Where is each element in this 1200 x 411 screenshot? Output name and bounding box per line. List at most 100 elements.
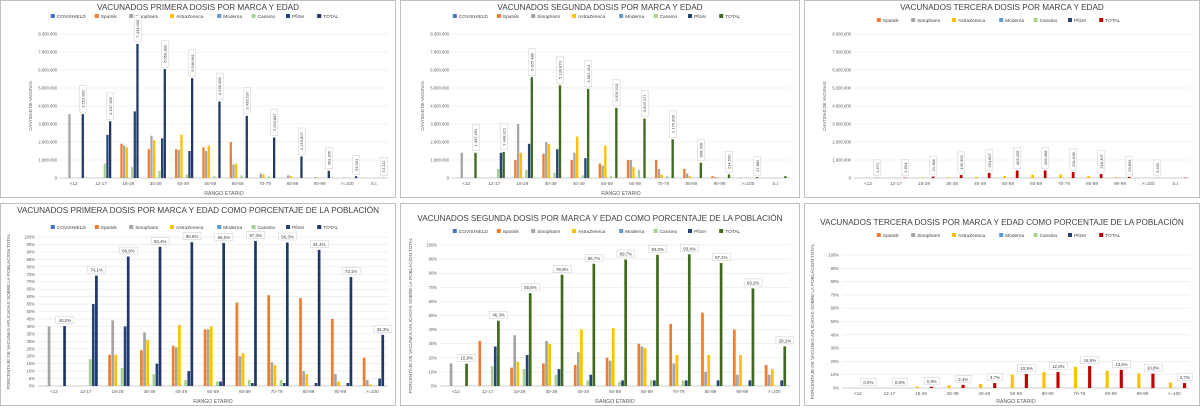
- bar-cansino: [682, 380, 685, 386]
- x-axis-label: RANGO ETARIO: [193, 399, 232, 405]
- y-tick-label: 45%: [27, 316, 36, 321]
- y-tick-label: 20%: [27, 354, 36, 359]
- bar-total: [656, 255, 659, 386]
- legend-label: Moderna: [223, 225, 242, 231]
- bar-pfizer: [748, 380, 751, 386]
- data-label: 3.262: [1155, 162, 1160, 173]
- legend-label: Moderna: [223, 14, 242, 20]
- data-label: 27.882: [755, 159, 760, 172]
- data-label: 136.356: [959, 155, 964, 170]
- legend-swatch-moderna: [217, 14, 221, 18]
- legend-swatch-astrazeneca: [170, 14, 174, 18]
- bar-total: [164, 69, 166, 178]
- y-tick-label: 5.000.000: [832, 86, 851, 91]
- bar-cansino: [213, 176, 215, 178]
- legend-label: Moderna: [625, 14, 644, 20]
- bar-total: [559, 85, 561, 178]
- bar-sinopharm: [672, 363, 675, 386]
- bar-total: [930, 387, 933, 388]
- data-label: 29.899: [1127, 159, 1132, 172]
- x-tick-label: 70-79: [1073, 391, 1085, 396]
- bar-astrazeneca: [661, 174, 663, 178]
- y-tick-label: 75%: [27, 272, 36, 277]
- bar-astrazeneca: [1031, 175, 1034, 178]
- bar-astrazeneca: [305, 374, 308, 386]
- bar-cansino: [586, 380, 589, 386]
- bar-sinopharm: [658, 169, 660, 178]
- legend-swatch-sinopharm: [531, 14, 535, 18]
- x-tick-label: 60-69: [641, 389, 653, 394]
- legend-label: Pfizer: [694, 14, 707, 20]
- bar-total: [1072, 172, 1075, 178]
- bar-astrazeneca: [1169, 383, 1172, 388]
- bar-sputnik: [627, 160, 629, 178]
- data-label: 46,3%: [492, 313, 505, 318]
- data-label: 1.654: [903, 162, 908, 173]
- data-label: 3,7%: [1180, 375, 1190, 380]
- bar-sinopharm: [736, 375, 739, 386]
- y-tick-label: 20%: [429, 355, 438, 360]
- bar-sputnik: [514, 160, 516, 178]
- data-label: 93,0%: [651, 247, 664, 252]
- bar-sinopharm: [150, 136, 152, 178]
- bar-sinopharm: [334, 374, 337, 386]
- chart-panel-1: VACUNADOS PRIMERA DOSIS POR MARCA Y EDAD…: [1, 1, 396, 198]
- x-tick-label: 12-17: [884, 391, 896, 396]
- bar-total: [993, 383, 996, 388]
- data-label: 21.386: [931, 158, 936, 171]
- bar-astrazeneca: [114, 355, 117, 386]
- y-axis-label: PORCENTAJE DE VACUNAS APLICADAS SOBRE LA…: [408, 237, 413, 393]
- x-tick-label: 90-99: [1137, 391, 1149, 396]
- bar-astrazeneca: [1087, 176, 1090, 178]
- bar-sputnik: [733, 330, 736, 386]
- bar-cansino: [638, 170, 640, 178]
- x-tick-label: 18-29: [122, 181, 134, 186]
- legend-label: AstraZeneca: [578, 14, 606, 20]
- data-label: 3.107.186: [108, 96, 113, 115]
- data-label: 5.130.870: [558, 60, 563, 79]
- x-tick-label: <12: [452, 389, 460, 394]
- bar-sputnik: [120, 144, 122, 178]
- data-label: 428.458: [1043, 150, 1048, 165]
- bar-sputnik: [331, 319, 334, 386]
- bar-pfizer: [685, 380, 688, 386]
- chart-title: VACUNADOS TERCERA DOSIS POR MARCA Y EDAD…: [820, 217, 1184, 227]
- bar-astrazeneca: [1059, 174, 1062, 178]
- data-label: 5.625.488: [530, 52, 535, 71]
- legend-swatch-moderna: [999, 233, 1003, 237]
- bar-sputnik: [711, 176, 713, 178]
- bar-astrazeneca: [180, 135, 182, 178]
- bar-astrazeneca: [1011, 375, 1014, 388]
- bar-total: [318, 250, 321, 386]
- legend-swatch-sinopharm: [129, 225, 133, 229]
- x-tick-label: S.I.: [772, 181, 779, 186]
- bar-total: [109, 121, 111, 178]
- bar-sputnik: [172, 346, 175, 386]
- chart-title: VACUNADOS PRIMERA DOSIS POR MARCA Y EDAD: [97, 3, 299, 12]
- bar-astrazeneca: [604, 146, 606, 178]
- legend-label: TOTAL: [725, 229, 740, 235]
- y-tick-label: 80%: [831, 279, 840, 284]
- y-tick-label: 70%: [27, 279, 36, 284]
- y-tick-label: 6.000.000: [38, 68, 57, 73]
- bar-sinopharm: [577, 352, 580, 386]
- bar-astrazeneca: [717, 177, 719, 178]
- bar-sinopharm: [513, 335, 516, 386]
- bar-total: [474, 153, 476, 178]
- y-tick-label: 60%: [429, 299, 438, 304]
- data-label: 4.981.414: [586, 64, 591, 83]
- y-tick-label: 30%: [27, 339, 36, 344]
- x-tick-label: >=100: [1141, 181, 1154, 186]
- legend-label: Pfizer: [292, 14, 305, 20]
- bar-pfizer: [717, 380, 720, 386]
- bar-astrazeneca: [146, 340, 149, 386]
- bar-cansino: [491, 366, 494, 386]
- bar-sputnik: [108, 355, 111, 386]
- bar-total: [784, 176, 786, 178]
- data-label: 10,8%: [1147, 366, 1160, 371]
- bar-pfizer: [92, 304, 95, 386]
- y-tick-label: 70%: [429, 285, 438, 290]
- bar-total: [1151, 374, 1154, 388]
- x-tick-label: 30-39: [545, 389, 557, 394]
- bar-total: [932, 177, 935, 178]
